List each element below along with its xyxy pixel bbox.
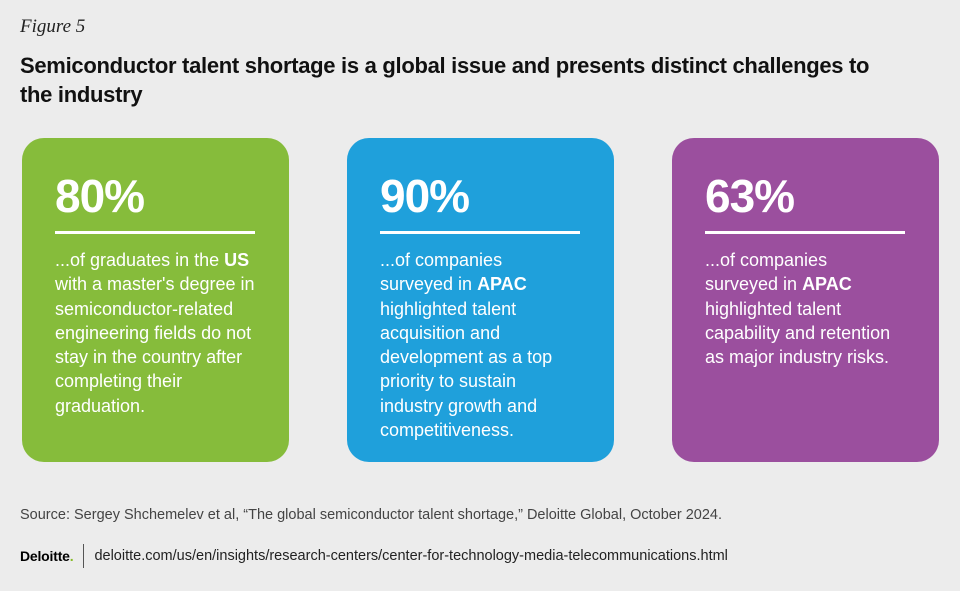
stat-description: ...of graduates in the US with a master'… — [55, 250, 255, 416]
stat-value: 90% — [380, 170, 470, 222]
logo-dot: . — [69, 548, 74, 564]
stat-card-80: 80% ...of graduates in the US with a mas… — [22, 138, 289, 462]
footer: Deloitte. deloitte.com/us/en/insights/re… — [20, 544, 728, 568]
figure-label: Figure 5 — [20, 16, 86, 37]
stat-value: 63% — [705, 170, 795, 222]
stat-divider — [705, 231, 905, 234]
source-note: Source: Sergey Shchemelev et al, “The gl… — [20, 507, 723, 523]
stat-value: 80% — [55, 170, 145, 222]
stat-region: APAC — [802, 274, 852, 295]
footer-divider — [83, 544, 85, 568]
stat-region: US — [224, 250, 250, 270]
deloitte-logo: Deloitte. — [20, 548, 74, 564]
stat-card-63: 63% ...of companies surveyed in APAC hig… — [672, 138, 939, 462]
stat-card-90: 90% ...of companies surveyed in APAC hig… — [347, 138, 614, 462]
stat-divider — [55, 231, 255, 234]
stat-description: ...of companies surveyed in APAC highlig… — [380, 250, 553, 441]
chart-title: Semiconductor talent shortage is a globa… — [20, 53, 870, 107]
stat-region: APAC — [477, 274, 527, 295]
footer-url[interactable]: deloitte.com/us/en/insights/research-cen… — [94, 548, 728, 564]
stat-divider — [380, 231, 580, 234]
stat-description: ...of companies surveyed in APAC highlig… — [705, 250, 891, 368]
